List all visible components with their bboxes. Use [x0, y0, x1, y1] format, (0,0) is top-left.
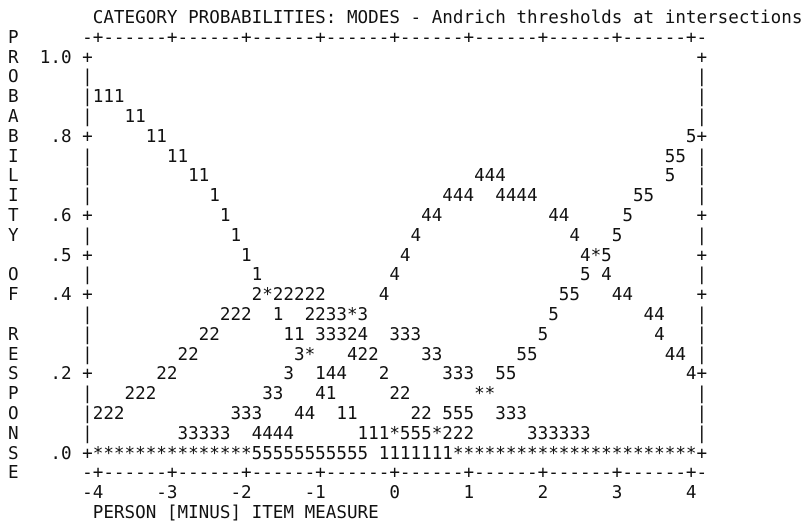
text-line: E -+------+------+------+------+------+-…: [8, 463, 708, 484]
text-line: I | 1 444 4444 55 |: [8, 186, 708, 207]
text-line: B |111 |: [8, 87, 708, 108]
text-line: S .0 +***************55555555555 1111111…: [8, 443, 708, 464]
text-line: R 1.0 + +: [8, 47, 708, 68]
text-line: | 222 1 2233*3 5 44 |: [8, 305, 708, 325]
text-line: T .6 + 1 44 44 5 +: [8, 206, 708, 226]
text-line: S .2 + 22 3 144 2 333 55 4+: [8, 364, 708, 385]
text-line: O | |: [8, 67, 708, 88]
text-line: O | 1 4 5 4 |: [8, 265, 708, 286]
text-line: B .8 + 11 5+: [8, 126, 708, 147]
text-line: I | 11 55 |: [8, 146, 708, 167]
text-line: PERSON [MINUS] ITEM MEASURE: [8, 503, 379, 523]
text-line: L | 11 444 5 |: [8, 166, 708, 187]
text-line: -4 -3 -2 -1 0 1 2 3 4: [8, 483, 697, 504]
text-line: A | 11 |: [8, 107, 708, 127]
text-line: .5 + 1 4 4*5 +: [8, 245, 708, 266]
text-line: F .4 + 2*22222 4 55 44 +: [8, 285, 708, 306]
text-line: Y | 1 4 4 5 |: [8, 225, 708, 246]
text-line: O |222 333 44 11 22 555 333 |: [8, 404, 708, 424]
text-line: N | 33333 4444 111*555*222 333333 |: [8, 423, 708, 444]
text-line: R | 22 11 33324 333 5 4 |: [8, 324, 708, 345]
text-line: P -+------+------+------+------+------+-…: [8, 27, 708, 48]
text-line: P | 222 33 41 22 ** |: [8, 384, 708, 405]
text-line: CATEGORY PROBABILITIES: MODES - Andrich …: [8, 8, 803, 28]
text-line: E | 22 3* 422 33 55 44 |: [8, 344, 708, 365]
